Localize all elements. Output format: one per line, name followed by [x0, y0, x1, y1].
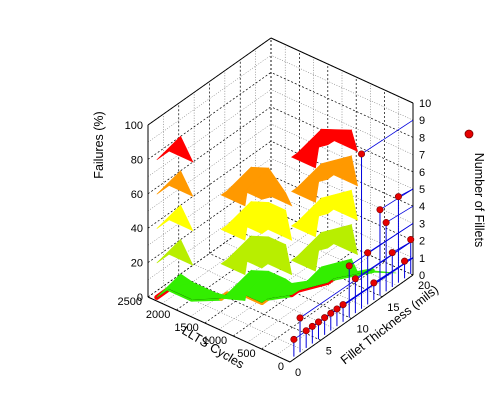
fillet-count-point [321, 314, 329, 322]
fillet-count-point [376, 206, 384, 214]
fillet-count-point [401, 257, 409, 265]
floor-gridline [218, 242, 343, 330]
z-right-tick-label: 6 [419, 167, 425, 179]
surface-band-patch [156, 135, 194, 163]
fillet-points [290, 150, 415, 343]
y-axis-title: Fillet Thickness (mils) [338, 282, 441, 367]
legend-marker [464, 129, 474, 139]
fillet-count-point [388, 249, 396, 257]
surface-band-patch [327, 155, 359, 187]
fillet-count-point [364, 249, 372, 257]
back-wall-gridline [147, 106, 272, 195]
surface-band-patch [156, 170, 194, 198]
fillet-count-point [333, 305, 341, 313]
z-right-tick-label: 0 [419, 270, 425, 282]
x-tick-label: 0 [278, 361, 284, 373]
z-right-tick-label: 9 [419, 115, 425, 127]
fillet-count-point [302, 327, 310, 335]
z-right-tick-label: 1 [419, 253, 425, 265]
z-right-tick-label: 5 [419, 184, 425, 196]
surface-band-patch [261, 192, 293, 207]
back-wall-gridline [147, 89, 272, 177]
x-axis-line [147, 296, 291, 363]
failure-surface [156, 128, 397, 303]
floor-gridline [275, 268, 399, 356]
fillet-count-point [314, 318, 322, 326]
z-right-tick-label: 3 [419, 218, 425, 230]
fillet-count-point [308, 322, 316, 330]
z-right-tick-label: 4 [419, 201, 425, 213]
surface-band-patch [156, 238, 194, 266]
back-wall-gridline [147, 140, 272, 229]
z-left-tick-label: 100 [125, 120, 143, 132]
fillet-count-point [339, 301, 347, 309]
z-right-axis-title: Number of Fillets [472, 153, 486, 247]
top-edge [147, 37, 272, 126]
x-tick-label: 2000 [146, 309, 170, 321]
fillet-count-point [351, 275, 359, 283]
fillet-count-point [370, 279, 378, 287]
fillet-count-point [290, 335, 298, 343]
back-wall-gridline [147, 123, 272, 212]
surface-band-patch [327, 189, 359, 221]
fillet-count-point [382, 219, 390, 227]
fillet-count-point [407, 236, 415, 244]
z-left-tick-label: 60 [131, 189, 143, 201]
z-right-tick-label: 10 [419, 98, 431, 110]
z-left-axis-title: Failures (%) [92, 111, 106, 178]
fillet-leader [367, 223, 414, 254]
fillet-leader [355, 240, 414, 280]
y-tick-label: 5 [326, 345, 332, 357]
fillet-count-point [345, 262, 353, 270]
top-edge [270, 37, 414, 104]
z-right-tick-label: 8 [419, 132, 425, 144]
back-wall-gridline [147, 72, 272, 160]
y-tick-label: 0 [295, 367, 301, 379]
fillet-count-point [296, 314, 304, 322]
floor-gridline [261, 261, 385, 350]
back-wall-gridline [147, 55, 272, 143]
side-wall-gridline [270, 89, 414, 155]
z-left-tick-label: 0 [137, 292, 143, 304]
surface-band-patch [327, 129, 359, 152]
z-left-tick-label: 80 [131, 154, 143, 166]
floor-gridline [190, 229, 314, 317]
y-axis-line [289, 274, 414, 363]
side-wall-gridline [270, 123, 414, 190]
y-tick-label: 20 [418, 280, 430, 292]
side-wall-gridline [270, 55, 414, 121]
surface-band-patch [261, 243, 293, 276]
y-tick-label: 10 [357, 324, 369, 336]
side-wall-gridline [270, 158, 414, 224]
y-tick-label: 15 [387, 302, 399, 314]
fillet-leader [361, 119, 414, 155]
surface-band-patch [261, 209, 293, 241]
z-left-tick-label: 40 [131, 223, 143, 235]
fillet-count-point [358, 150, 366, 158]
surface-band-patch [327, 223, 359, 256]
x-tick-label: 1000 [203, 335, 227, 347]
fillet-count-point [327, 309, 335, 317]
x-tick-label: 1500 [174, 322, 198, 334]
fillet-count-point [394, 193, 402, 201]
axis-labels: 0500100015002000250005101520020406080100… [118, 98, 432, 379]
z-right-tick-label: 7 [419, 150, 425, 162]
axes-frame [147, 37, 414, 363]
x-tick-label: 500 [237, 348, 255, 360]
surface-band-patch [156, 204, 194, 232]
z-right-tick-label: 2 [419, 236, 425, 248]
fillet-leader [385, 205, 414, 223]
side-wall-gridline [270, 192, 414, 258]
z-left-tick-label: 20 [131, 258, 143, 270]
x-tick-label: 2500 [118, 296, 142, 308]
